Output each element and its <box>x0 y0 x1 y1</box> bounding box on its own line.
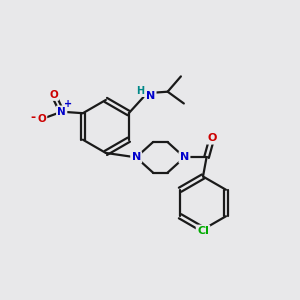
Text: +: + <box>64 99 72 110</box>
Text: O: O <box>207 133 217 143</box>
Text: N: N <box>131 152 141 162</box>
Text: O: O <box>37 114 46 124</box>
Text: O: O <box>49 90 58 100</box>
Text: N: N <box>180 152 189 162</box>
Text: -: - <box>30 111 35 124</box>
Text: Cl: Cl <box>197 226 209 236</box>
Text: N: N <box>146 91 155 100</box>
Text: H: H <box>136 86 145 96</box>
Text: N: N <box>57 107 66 117</box>
